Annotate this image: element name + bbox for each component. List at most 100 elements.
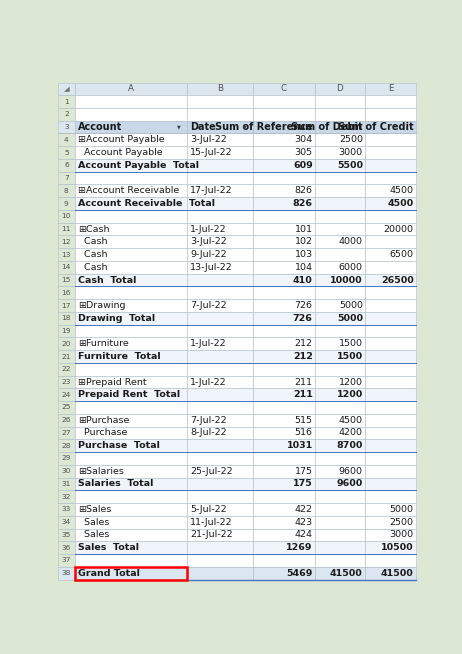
Text: Prepaid Rent  Total: Prepaid Rent Total [78,390,180,399]
Bar [315,172,365,184]
Text: 3000: 3000 [389,530,413,540]
Bar [253,159,315,172]
Bar [315,235,365,248]
Bar [315,198,365,210]
Text: 7-Jul-22: 7-Jul-22 [190,301,227,310]
Bar [75,528,188,542]
Bar [253,414,315,426]
Bar [58,172,75,184]
Bar [253,567,315,579]
Bar [75,567,188,579]
Bar [315,133,365,146]
Bar [75,554,188,567]
Bar [188,235,253,248]
Bar [365,223,416,235]
Bar [365,375,416,388]
Bar [58,542,75,554]
Text: 27: 27 [61,430,71,436]
Bar [75,82,188,95]
Bar [253,235,315,248]
Bar [315,542,365,554]
Bar [253,273,315,286]
Text: B: B [217,84,223,94]
Bar [75,223,188,235]
Bar [58,235,75,248]
Bar [253,172,315,184]
Text: 34: 34 [62,519,71,525]
Text: 211: 211 [295,377,313,387]
Bar [75,273,188,286]
Text: 13-Jul-22: 13-Jul-22 [190,263,233,272]
Bar [365,503,416,516]
Bar [188,350,253,363]
Bar [365,528,416,542]
Bar [75,172,188,184]
Bar [58,350,75,363]
Bar [188,184,253,198]
Bar [188,528,253,542]
Text: 8-Jul-22: 8-Jul-22 [190,428,227,438]
Text: 6500: 6500 [389,250,413,259]
Text: 6: 6 [64,162,69,168]
Bar [75,490,188,503]
Bar [365,414,416,426]
Bar [315,223,365,235]
Text: 37: 37 [61,557,71,564]
Bar [75,184,188,198]
Bar [315,490,365,503]
Text: 41500: 41500 [381,569,413,577]
Text: 5469: 5469 [286,569,313,577]
Bar [365,261,416,273]
Bar [58,465,75,477]
Text: ⊞Purchase: ⊞Purchase [78,416,129,424]
Text: 9600: 9600 [339,467,363,475]
Bar [315,95,365,108]
Bar [188,401,253,414]
Bar [315,516,365,528]
Bar [315,528,365,542]
Bar [253,108,315,121]
Bar [253,388,315,401]
Text: 5000: 5000 [339,301,363,310]
Text: 22: 22 [61,366,71,372]
Bar [58,108,75,121]
Bar [365,363,416,375]
Bar [58,324,75,337]
Text: 1-Jul-22: 1-Jul-22 [190,339,227,349]
Text: 423: 423 [295,518,313,526]
Text: 5000: 5000 [337,314,363,323]
Bar [75,210,188,223]
Text: 32: 32 [61,494,71,500]
Bar [188,133,253,146]
Bar [75,542,188,554]
Bar [75,516,188,528]
Bar [188,503,253,516]
Bar [315,465,365,477]
Bar [253,82,315,95]
Text: Cash: Cash [78,250,107,259]
Bar [253,426,315,439]
Bar [315,375,365,388]
Text: 422: 422 [295,505,313,514]
Text: 25-Jul-22: 25-Jul-22 [190,467,233,475]
Bar [58,554,75,567]
Text: 5: 5 [64,150,69,156]
Bar [315,312,365,324]
Bar [58,159,75,172]
Text: 1: 1 [64,99,69,105]
Bar [58,146,75,159]
Bar [315,261,365,273]
Text: 304: 304 [295,135,313,145]
Bar [58,388,75,401]
Bar [58,210,75,223]
Bar [365,426,416,439]
Bar [253,95,315,108]
Text: 212: 212 [293,352,313,361]
Text: 5500: 5500 [337,161,363,170]
Bar [58,477,75,490]
Bar [315,337,365,350]
Text: 9: 9 [64,201,69,207]
Text: ⊞Account Receivable: ⊞Account Receivable [78,186,179,196]
Bar [75,439,188,452]
Bar [365,312,416,324]
